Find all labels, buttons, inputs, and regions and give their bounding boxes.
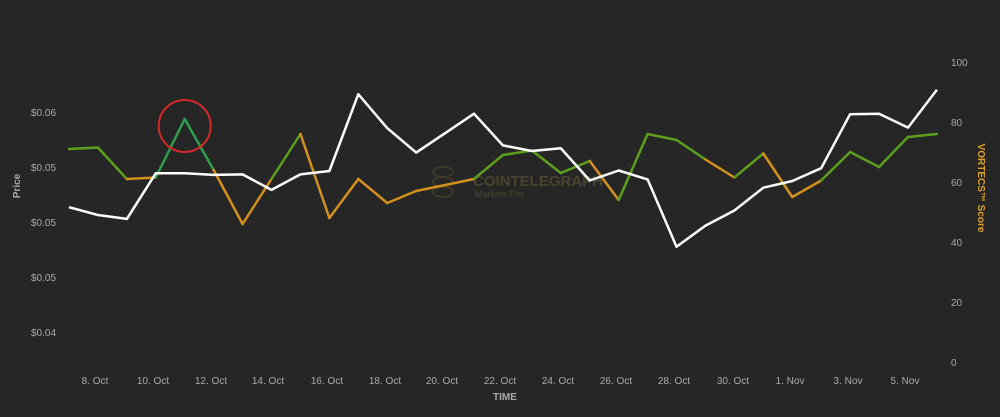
score-segment xyxy=(96,146,129,181)
x-tick-label: 14. Oct xyxy=(252,376,284,387)
x-tick-label: 30. Oct xyxy=(717,376,749,387)
x-tick-label: 12. Oct xyxy=(195,376,227,387)
left-tick-label: $0.06 xyxy=(31,108,56,119)
x-tick-label: 28. Oct xyxy=(658,376,690,387)
score-segment xyxy=(646,132,678,142)
right-tick-label: 20 xyxy=(951,298,963,309)
score-segment xyxy=(877,135,910,169)
score-segment xyxy=(414,183,447,193)
score-segment xyxy=(67,146,100,151)
x-tick-label: 24. Oct xyxy=(542,376,574,387)
x-tick-label: 26. Oct xyxy=(600,376,632,387)
left-axis-ticks: $0.04 $0.05 $0.05 $0.05 $0.06 xyxy=(31,108,56,339)
score-segment xyxy=(530,149,563,175)
right-tick-label: 80 xyxy=(951,118,963,129)
left-tick-label: $0.05 xyxy=(31,273,56,284)
x-axis-title: TIME xyxy=(493,392,517,403)
score-segment xyxy=(675,138,707,161)
price-polyline xyxy=(68,88,938,248)
x-tick-label: 20. Oct xyxy=(426,376,458,387)
score-segment xyxy=(125,176,158,181)
highlight-circle xyxy=(157,99,212,153)
right-axis-ticks: 0 20 40 60 80 100 xyxy=(951,58,968,369)
score-segment xyxy=(848,150,881,169)
x-tick-label: 16. Oct xyxy=(311,376,343,387)
score-segment xyxy=(183,117,215,172)
x-tick-label: 5. Nov xyxy=(891,376,920,387)
x-tick-label: 8. Oct xyxy=(82,376,109,387)
left-tick-label: $0.05 xyxy=(31,218,56,229)
cointelegraph-logo-icon xyxy=(432,166,454,198)
x-tick-label: 3. Nov xyxy=(834,376,863,387)
score-segment xyxy=(588,159,620,202)
score-segment xyxy=(357,177,389,205)
right-tick-label: 0 xyxy=(951,358,957,369)
x-tick-label: 22. Oct xyxy=(484,376,516,387)
score-segment xyxy=(559,159,591,175)
score-segment xyxy=(791,179,823,199)
watermark-subtitle: Markets Pro xyxy=(475,189,524,199)
cointelegraph-watermark: COINTELEGRAPH Markets Pro xyxy=(432,166,603,199)
score-segment xyxy=(617,132,649,202)
left-tick-label: $0.05 xyxy=(31,163,56,174)
score-segment xyxy=(704,158,736,179)
left-tick-label: $0.04 xyxy=(31,328,56,339)
score-segment xyxy=(819,150,852,182)
x-axis-ticks: 8. Oct 10. Oct 12. Oct 14. Oct 16. Oct 18. Oc… xyxy=(82,376,920,387)
right-tick-label: 40 xyxy=(951,238,963,249)
vortecs-score-line xyxy=(67,117,939,226)
right-tick-label: 60 xyxy=(951,178,963,189)
score-segment xyxy=(299,132,331,220)
price-line xyxy=(68,88,938,248)
score-segment xyxy=(762,152,794,199)
score-segment xyxy=(733,152,765,179)
score-segment xyxy=(906,132,939,139)
score-segment xyxy=(443,177,476,187)
x-tick-label: 18. Oct xyxy=(369,376,401,387)
score-segment xyxy=(212,168,244,226)
x-tick-label: 1. Nov xyxy=(776,376,805,387)
score-segment xyxy=(270,132,302,181)
highlight-marker xyxy=(157,99,212,153)
right-axis-title: VORTECS™ Score xyxy=(975,144,986,233)
right-tick-label: 100 xyxy=(951,58,968,69)
left-axis-title: Price xyxy=(12,173,23,198)
score-segment xyxy=(385,189,418,205)
score-segment xyxy=(241,177,273,226)
x-tick-label: 10. Oct xyxy=(137,376,169,387)
watermark-title: COINTELEGRAPH xyxy=(473,173,603,190)
score-segment xyxy=(472,153,505,181)
score-segment xyxy=(328,177,360,220)
